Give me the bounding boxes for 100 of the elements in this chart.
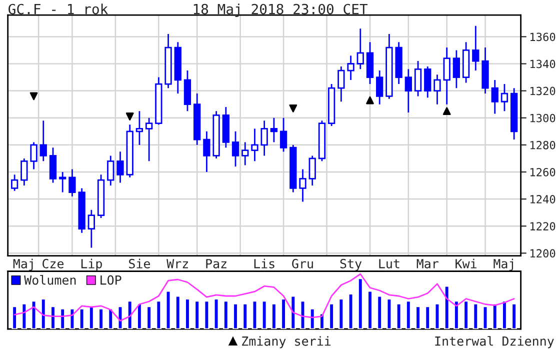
x-tick-label: Mar	[416, 259, 438, 268]
point	[30, 92, 38, 100]
bar	[242, 303, 248, 329]
bar	[232, 303, 238, 329]
bar	[454, 300, 460, 329]
bar	[444, 285, 450, 329]
x-tick-label: Cze	[42, 258, 64, 268]
bar	[424, 306, 430, 329]
bar	[175, 295, 181, 329]
bar	[30, 300, 37, 329]
candlestick	[434, 74, 441, 106]
candlestick	[20, 158, 28, 186]
bar	[328, 303, 334, 329]
bar	[434, 303, 440, 329]
bar	[396, 303, 402, 329]
legend-label: Wolumen	[24, 275, 76, 285]
text: Interwal Dzienny	[435, 336, 554, 348]
chart-subtitle: 18 Maj 2018 23:00 CET	[194, 4, 368, 18]
chart-title: GC.F - 1 rok	[8, 4, 108, 14]
bar	[511, 303, 517, 329]
y-tick-label: 1320	[530, 86, 556, 96]
candlestick	[107, 155, 114, 186]
candlestick	[443, 46, 450, 106]
candlestick	[491, 79, 498, 114]
candlestick	[136, 110, 144, 146]
candlestick	[500, 83, 508, 112]
x-tick-label: Paz	[206, 259, 226, 268]
bar	[482, 306, 488, 329]
bar	[223, 300, 229, 329]
bar	[40, 298, 46, 329]
candlestick	[145, 117, 153, 162]
bar	[415, 306, 421, 329]
bar	[309, 308, 316, 329]
candlestick	[68, 168, 76, 198]
bar	[261, 300, 268, 329]
bar	[358, 278, 364, 329]
x-tick-label: Sty	[340, 258, 362, 271]
candlestick	[452, 50, 460, 89]
candlestick	[338, 66, 345, 102]
y-tick-label: 1300	[530, 114, 556, 122]
x-tick-label: Wrz	[166, 259, 188, 268]
bar	[136, 303, 142, 329]
bar	[213, 298, 220, 329]
bar	[146, 306, 152, 329]
y-tick-label: 1220	[530, 222, 556, 230]
bar	[69, 308, 76, 329]
bar	[126, 300, 133, 329]
candlestick	[270, 117, 278, 143]
candlestick	[404, 68, 412, 114]
y-tick-label: 1340	[530, 60, 556, 68]
candlestick	[280, 117, 288, 152]
bar	[472, 303, 479, 329]
y-tick-label: 1200	[530, 249, 556, 258]
x-tick-label: Gru	[292, 258, 313, 268]
candlestick	[424, 66, 432, 98]
bar	[280, 298, 286, 329]
x-tick-label: Sie	[129, 258, 150, 268]
y-tick-label: 1280	[530, 140, 556, 150]
bar	[98, 308, 104, 329]
y-tick-label: 1260	[530, 168, 556, 176]
candlestick	[10, 174, 18, 192]
candlestick	[299, 168, 306, 202]
candlestick	[242, 142, 249, 166]
candlestick	[472, 25, 480, 72]
bar	[338, 298, 344, 329]
bar	[252, 300, 258, 329]
bar	[463, 300, 469, 329]
bar	[492, 303, 498, 329]
candlestick	[232, 130, 240, 168]
candlestick	[203, 130, 210, 173]
bar	[50, 306, 56, 329]
x-tick-label: Lut	[379, 259, 400, 268]
bar	[204, 300, 210, 329]
bar	[271, 303, 277, 329]
candlestick	[414, 60, 422, 97]
candlestick	[116, 150, 124, 184]
bar	[386, 298, 392, 329]
bar	[376, 295, 382, 329]
candlestick	[347, 54, 354, 81]
candlestick	[40, 120, 47, 162]
bar	[406, 300, 412, 329]
bar	[88, 306, 94, 329]
bar	[156, 300, 162, 329]
x-tick-label: Maj	[13, 258, 33, 271]
x-tick-label: Maj	[494, 258, 514, 271]
bar	[348, 293, 354, 329]
point	[126, 112, 134, 120]
bar	[60, 308, 66, 329]
bar	[300, 300, 306, 329]
y-tick-label: 1360	[530, 32, 556, 42]
bar	[502, 300, 508, 329]
bar	[184, 298, 190, 329]
candlestick	[30, 142, 38, 170]
bar	[165, 290, 172, 329]
candlestick	[49, 146, 57, 184]
bar	[21, 303, 28, 329]
candlestick	[356, 28, 364, 70]
candlestick	[260, 120, 268, 156]
candlestick	[88, 209, 95, 248]
candlestick	[376, 70, 384, 106]
